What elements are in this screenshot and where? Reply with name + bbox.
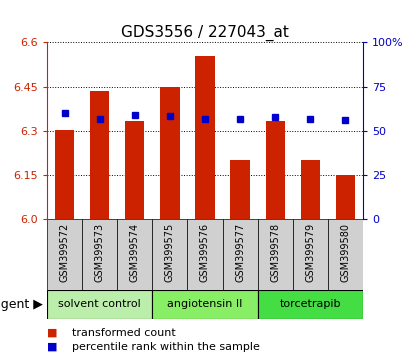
Text: ■: ■ [47,342,58,352]
Bar [230,160,249,219]
Text: GSM399577: GSM399577 [234,223,245,282]
Bar [160,87,179,219]
Bar [152,290,257,319]
Text: GSM399575: GSM399575 [164,223,175,282]
Bar [327,219,362,290]
Bar [195,56,214,219]
Bar [125,121,144,219]
Bar [335,175,354,219]
Text: GSM399573: GSM399573 [94,223,105,282]
Bar [82,219,117,290]
Bar [257,219,292,290]
Bar [292,219,327,290]
Bar [47,290,152,319]
Text: transformed count: transformed count [72,328,175,338]
Bar [300,160,319,219]
Text: angiotensin II: angiotensin II [167,299,242,309]
Bar [187,219,222,290]
Text: GSM399576: GSM399576 [200,223,209,282]
Text: GSM399578: GSM399578 [270,223,279,282]
Text: ■: ■ [47,328,58,338]
Bar [152,219,187,290]
Bar [222,219,257,290]
Text: GSM399574: GSM399574 [130,223,139,282]
Text: torcetrapib: torcetrapib [279,299,340,309]
Text: GSM399579: GSM399579 [304,223,315,282]
Bar [265,121,284,219]
Bar [117,219,152,290]
Bar [90,91,109,219]
Text: percentile rank within the sample: percentile rank within the sample [72,342,259,352]
Text: GSM399580: GSM399580 [339,223,349,282]
Title: GDS3556 / 227043_at: GDS3556 / 227043_at [121,25,288,41]
Bar [55,130,74,219]
Text: solvent control: solvent control [58,299,141,309]
Text: GSM399572: GSM399572 [60,223,70,282]
Text: agent ▶: agent ▶ [0,298,43,311]
Bar [47,219,82,290]
Bar [257,290,362,319]
